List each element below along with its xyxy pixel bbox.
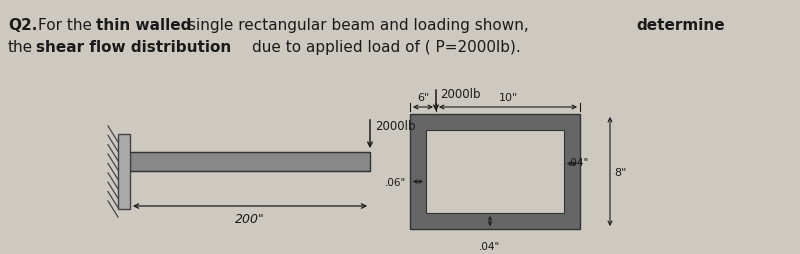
Text: thin walled: thin walled [96,18,191,33]
Text: .06": .06" [385,177,406,187]
Text: the: the [8,40,33,55]
Text: 10": 10" [498,93,518,103]
Text: 2000lb: 2000lb [440,88,481,101]
Text: determine: determine [636,18,725,33]
Text: due to applied load of ( P=2000lb).: due to applied load of ( P=2000lb). [252,40,521,55]
Text: 2000lb: 2000lb [375,120,415,133]
Text: 200": 200" [235,212,265,225]
Text: 6": 6" [417,93,429,103]
Text: .04": .04" [479,241,501,251]
Text: For the: For the [38,18,92,33]
Text: shear flow distribution: shear flow distribution [36,40,231,55]
Text: 8": 8" [614,167,626,177]
Bar [118,134,130,209]
Bar [130,152,370,171]
Bar [410,115,580,229]
Text: single rectangular beam and loading shown,: single rectangular beam and loading show… [188,18,529,33]
Text: Q2.: Q2. [8,18,38,33]
Text: .04": .04" [568,158,590,168]
Bar [426,131,564,213]
